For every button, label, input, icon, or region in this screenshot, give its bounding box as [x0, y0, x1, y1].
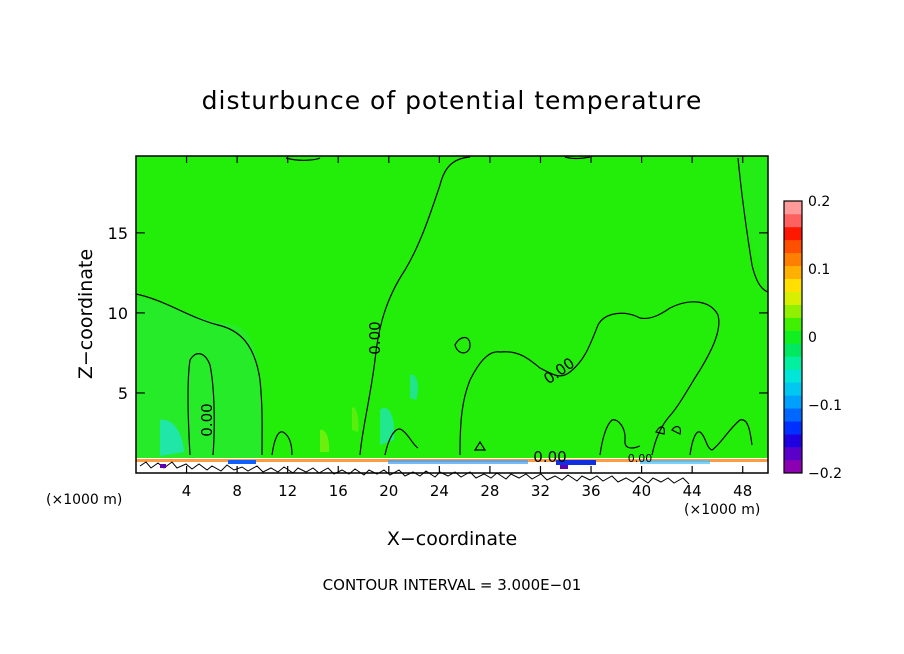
y-axis-label: Z−coordinate — [75, 248, 97, 380]
colorbar-swatch-20 — [784, 201, 802, 215]
contour-line-small-loop — [454, 336, 471, 354]
field-patch-warm-1 — [320, 429, 330, 452]
colorbar-swatch-5 — [784, 395, 802, 409]
y-tick-label-0: 5 — [118, 384, 128, 403]
x-tick-label-11: 48 — [733, 482, 752, 500]
field-patch-left — [136, 296, 262, 460]
colorbar-ticks: 0.2 0.1 0 −0.1 −0.2 — [808, 194, 842, 482]
colorbar-swatch-4 — [784, 408, 802, 422]
colorbar-tick-label-3: −0.1 — [808, 398, 842, 414]
colorbar-swatch-15 — [784, 265, 802, 280]
contour-line-tiny-1 — [473, 440, 487, 451]
colorbar-swatch-0 — [784, 460, 802, 474]
surface-blue-1 — [228, 460, 256, 464]
colorbar-frame — [783, 200, 803, 474]
x-tick-label-9: 40 — [632, 482, 651, 500]
contour-label-4: 0.00 — [533, 448, 566, 466]
colorbar-swatch-1 — [784, 447, 802, 461]
field-patch-cool-2 — [380, 407, 395, 445]
contour-line-center-rise — [564, 156, 591, 160]
contour-line-tiny-3 — [671, 425, 681, 435]
colorbar-tick-label-1: 0.1 — [808, 262, 830, 278]
colorbar — [783, 200, 803, 474]
contour-line-wiggle-3 — [271, 431, 293, 456]
colorbar-swatch-9 — [784, 343, 802, 357]
field-patches — [136, 160, 768, 460]
contour-lines — [135, 156, 769, 456]
colorbar-swatch-18 — [784, 226, 802, 241]
colorbar-swatch-8 — [784, 356, 802, 370]
contour-line-right-edge — [737, 157, 769, 293]
contour-line-center — [285, 157, 321, 161]
surface-blue-3 — [556, 460, 596, 465]
contour-line-center-plume — [359, 156, 471, 456]
contour-labels: 0.00 0.00 0.00 0.00 0.00 — [198, 321, 652, 466]
colorbar-tick-label-2: 0 — [808, 330, 817, 346]
contour-line-wiggle-2 — [689, 419, 753, 456]
field-patch-right — [738, 160, 768, 455]
surface-blue-4 — [640, 460, 710, 464]
x-tick-label-5: 24 — [430, 482, 449, 500]
colorbar-tick-label-0: 0.2 — [808, 194, 830, 210]
colorbar-swatch-3 — [784, 421, 802, 435]
colorbar-swatch-2 — [784, 434, 802, 448]
colorbar-swatch-14 — [784, 278, 802, 292]
contour-line-wiggle-4 — [384, 428, 419, 456]
x-tick-label-4: 20 — [379, 482, 398, 500]
surface-purple-1 — [160, 464, 166, 468]
contour-interval-note: CONTOUR INTERVAL = 3.000E−01 — [322, 576, 582, 594]
x-unit-right: (×1000 m) — [684, 502, 761, 518]
x-axis-label: X−coordinate — [386, 528, 518, 550]
colorbar-swatch-7 — [784, 369, 802, 383]
colorbar-swatch-10 — [784, 330, 802, 344]
x-tick-label-10: 44 — [683, 482, 702, 500]
plot-frame — [135, 155, 769, 474]
field-patch-warm-2 — [352, 407, 359, 432]
surface-purple-2 — [560, 465, 568, 469]
x-axis-ticks: 4 8 12 16 20 24 28 32 36 40 44 48 — [182, 156, 752, 500]
contour-line-right-valley — [459, 301, 720, 456]
y-tick-label-1: 10 — [108, 304, 128, 323]
x-tick-label-6: 28 — [480, 482, 499, 500]
colorbar-swatch-13 — [784, 291, 802, 305]
contour-line-wiggle-1 — [599, 419, 641, 456]
x-tick-label-2: 12 — [278, 482, 297, 500]
contour-line-left-dome — [135, 293, 263, 456]
x-tick-label-3: 16 — [329, 482, 348, 500]
x-tick-label-0: 4 — [182, 482, 192, 500]
contour-label-5: 0.00 — [628, 452, 653, 465]
x-unit-left: (×1000 m) — [46, 492, 123, 508]
colorbar-swatch-16 — [784, 252, 802, 267]
colorbar-swatch-6 — [784, 382, 802, 396]
contour-line-tiny-2 — [655, 426, 665, 435]
colorbar-tick-label-4: −0.2 — [808, 466, 842, 482]
y-tick-label-2: 15 — [108, 224, 128, 243]
surface-layer — [136, 458, 768, 485]
contour-label-1: 0.00 — [198, 403, 216, 436]
colorbar-swatch-11 — [784, 317, 802, 331]
y-axis-ticks: 5 10 15 — [108, 224, 768, 403]
chart-title: disturbunce of potential temperature — [201, 86, 703, 115]
colorbar-swatch-19 — [784, 213, 802, 228]
surface-blue-2 — [388, 460, 528, 464]
surface-noise — [139, 461, 690, 485]
field-patch-cool-1 — [160, 419, 184, 456]
x-tick-label-1: 8 — [232, 482, 242, 500]
contour-line-left-column — [187, 353, 215, 456]
colorbar-swatch-17 — [784, 239, 802, 254]
field-patch-cool-3 — [410, 374, 418, 400]
x-tick-label-7: 32 — [531, 482, 550, 500]
x-tick-label-8: 36 — [581, 482, 600, 500]
contour-label-2: 0.00 — [366, 321, 384, 354]
colorbar-swatch-12 — [784, 304, 802, 318]
